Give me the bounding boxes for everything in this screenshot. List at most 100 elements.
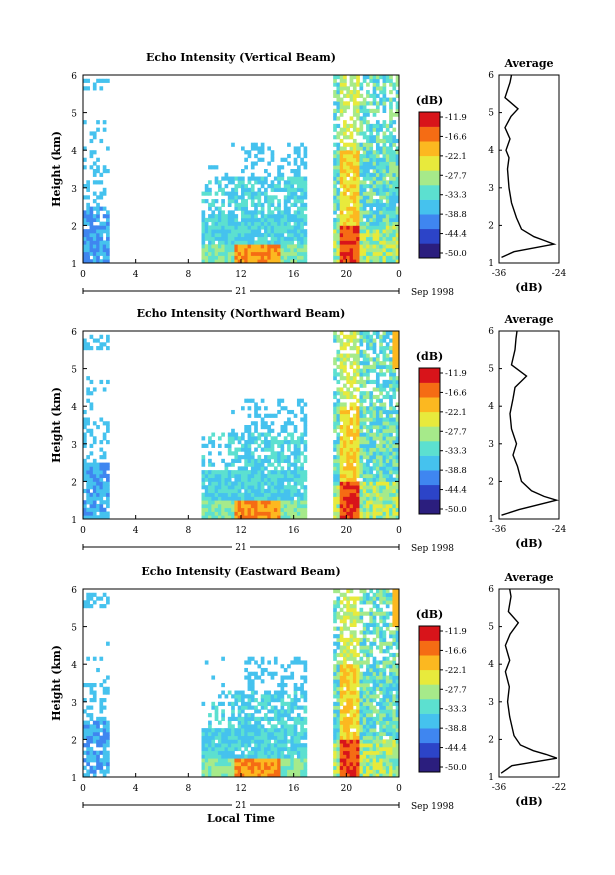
heatmap-cell	[336, 417, 341, 422]
heatmap-cell	[247, 739, 252, 744]
heatmap-cell	[343, 440, 347, 445]
heatmap-cell	[362, 739, 367, 744]
heatmap-cell	[283, 773, 288, 778]
heatmap-cell	[287, 187, 291, 192]
heatmap-cell	[270, 214, 275, 219]
heatmap-cell	[277, 485, 281, 490]
heatmap-cell	[257, 739, 262, 744]
heatmap-cell	[343, 120, 347, 125]
heatmap-cell	[247, 761, 252, 767]
heatmap-cell	[254, 217, 258, 223]
heatmap-cell	[290, 236, 295, 241]
heatmap-cell	[96, 466, 100, 471]
heatmap-cell	[359, 331, 364, 336]
heatmap-cells	[83, 331, 400, 520]
heatmap-cell	[389, 511, 393, 516]
heatmap-cell	[106, 488, 110, 494]
heatmap-cell	[204, 184, 209, 189]
heatmap-cell	[224, 765, 229, 770]
heatmap-cell	[102, 466, 107, 471]
heatmap-cell	[349, 161, 354, 166]
heatmap-cell	[280, 447, 285, 452]
heatmap-cell	[224, 236, 229, 241]
heatmap-cell	[287, 443, 291, 448]
heatmap-cell	[346, 492, 351, 497]
heatmap-cell	[372, 225, 377, 230]
heatmap-cell	[99, 417, 104, 422]
heatmap-cell	[369, 664, 374, 669]
heatmap-cell	[250, 195, 255, 200]
heatmap-cell	[283, 229, 288, 234]
heatmap-cell	[369, 187, 374, 192]
heatmap-cell	[339, 462, 344, 467]
heatmap-cell	[211, 259, 216, 264]
heatmap-cell	[83, 247, 87, 253]
heatmap-cell	[264, 698, 268, 703]
heatmap-cell	[333, 184, 337, 189]
heatmap-cell	[392, 176, 397, 181]
heatmap-cell	[339, 709, 344, 714]
heatmap-cell	[333, 641, 337, 646]
heatmap-cell	[267, 709, 272, 714]
heatmap-cell	[244, 428, 248, 433]
heatmap-cell	[208, 458, 212, 463]
heatmap-cell	[346, 488, 351, 494]
heatmap-cell	[372, 765, 377, 770]
heatmap-cell	[237, 496, 242, 501]
heatmap-cell	[369, 101, 374, 106]
heatmap-cell	[385, 503, 390, 509]
heatmap-cell	[270, 232, 275, 238]
heatmap-cell	[89, 716, 94, 721]
heatmap-cell	[359, 607, 364, 612]
heatmap-cell	[293, 255, 298, 260]
heatmap-cell	[336, 82, 341, 87]
heatmap-cell	[339, 108, 344, 113]
heatmap-cell	[250, 705, 255, 710]
heatmap-cell	[389, 165, 393, 170]
heatmap-cell	[257, 746, 262, 752]
heatmap-cell	[395, 364, 400, 369]
heatmap-cell	[379, 428, 383, 433]
heatmap-cell	[247, 462, 252, 467]
heatmap-cell	[362, 108, 367, 113]
heatmap-cell	[379, 368, 383, 373]
heatmap-cell	[359, 123, 364, 129]
heatmap-cell	[227, 259, 232, 264]
heatmap-cell	[250, 462, 255, 467]
heatmap-cell	[349, 477, 354, 482]
heatmap-cell	[283, 225, 288, 230]
heatmap-cell	[280, 675, 285, 680]
heatmap-cell	[204, 660, 209, 665]
heatmap-cell	[247, 683, 252, 688]
heatmap-cell	[339, 690, 344, 695]
heatmap-cell	[250, 686, 255, 691]
heatmap-cell	[366, 210, 370, 215]
heatmap-cell	[336, 746, 341, 752]
heatmap-cell	[349, 724, 354, 729]
heatmap-cell	[244, 470, 248, 475]
heatmap-cell	[296, 765, 301, 770]
heatmap-cell	[379, 247, 383, 253]
heatmap-cell	[362, 686, 367, 691]
heatmap-cell	[362, 511, 367, 516]
heatmap-cell	[369, 447, 374, 452]
heatmap-cell	[349, 698, 354, 703]
heatmap-cell	[385, 217, 390, 223]
heatmap-cell	[201, 769, 206, 774]
heatmap-cell	[385, 447, 390, 452]
heatmap-cell	[349, 713, 354, 718]
heatmap-cell	[333, 357, 337, 362]
heatmap-cell	[241, 236, 245, 241]
heatmap-cell	[362, 232, 367, 238]
heatmap-cell	[250, 210, 255, 215]
heatmap-cell	[382, 346, 387, 351]
heatmap-cell	[336, 515, 341, 520]
heatmap-cell	[89, 739, 94, 744]
heatmap-cell	[379, 611, 383, 616]
heatmap-cell	[273, 225, 278, 230]
heatmap-cell	[392, 342, 397, 347]
heatmap-cell	[250, 217, 255, 223]
heatmap-cell	[392, 214, 397, 219]
heatmap-cell	[362, 191, 367, 196]
heatmap-cell	[366, 630, 370, 635]
